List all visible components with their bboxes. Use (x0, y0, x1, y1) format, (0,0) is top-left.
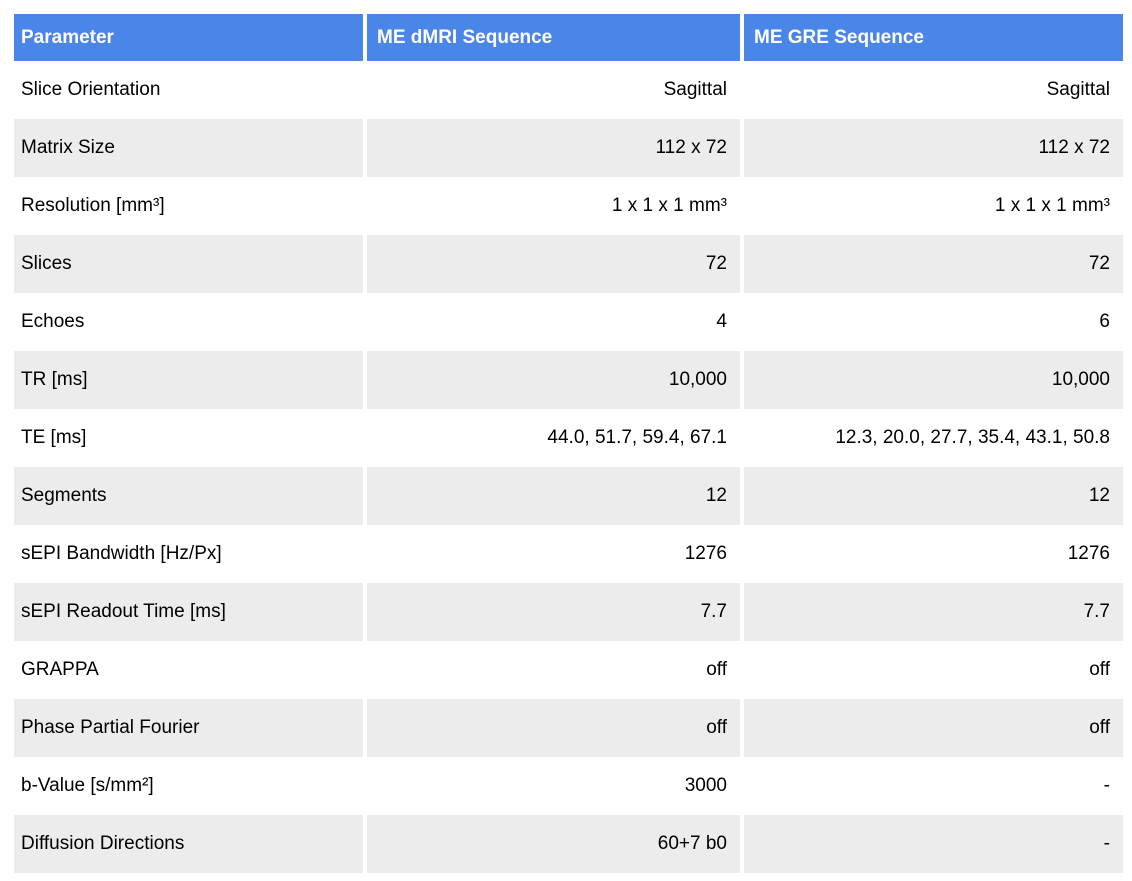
parameter-name-cell: GRAPPA (14, 641, 363, 699)
table-row: Phase Partial Fourier off off (14, 699, 1123, 757)
parameter-name-cell: TE [ms] (14, 409, 363, 467)
gre-value-cell: 112 x 72 (740, 119, 1123, 177)
gre-value-cell: 12.3, 20.0, 27.7, 35.4, 43.1, 50.8 (740, 409, 1123, 467)
table-row: GRAPPA off off (14, 641, 1123, 699)
table-row: sEPI Readout Time [ms] 7.7 7.7 (14, 583, 1123, 641)
gre-value-cell: Sagittal (740, 61, 1123, 119)
column-header-me-dmri-sequence: ME dMRI Sequence (363, 14, 740, 61)
parameter-name-cell: Phase Partial Fourier (14, 699, 363, 757)
gre-value-cell: 1276 (740, 525, 1123, 583)
table-header: Parameter ME dMRI Sequence ME GRE Sequen… (14, 14, 1123, 61)
dmri-value-cell: 7.7 (363, 583, 740, 641)
dmri-value-cell: off (363, 641, 740, 699)
gre-value-cell: 72 (740, 235, 1123, 293)
table-row: Segments 12 12 (14, 467, 1123, 525)
parameter-name-cell: sEPI Bandwidth [Hz/Px] (14, 525, 363, 583)
parameter-name-cell: Slices (14, 235, 363, 293)
gre-value-cell: 6 (740, 293, 1123, 351)
column-header-me-gre-sequence: ME GRE Sequence (740, 14, 1123, 61)
parameter-name-cell: sEPI Readout Time [ms] (14, 583, 363, 641)
dmri-value-cell: 1276 (363, 525, 740, 583)
table-row: Slice Orientation Sagittal Sagittal (14, 61, 1123, 119)
dmri-value-cell: 10,000 (363, 351, 740, 409)
gre-value-cell: 1 x 1 x 1 mm³ (740, 177, 1123, 235)
gre-value-cell: off (740, 699, 1123, 757)
parameter-name-cell: Segments (14, 467, 363, 525)
gre-value-cell: 12 (740, 467, 1123, 525)
column-header-parameter: Parameter (14, 14, 363, 61)
dmri-value-cell: 44.0, 51.7, 59.4, 67.1 (363, 409, 740, 467)
dmri-value-cell: 4 (363, 293, 740, 351)
table-row: TR [ms] 10,000 10,000 (14, 351, 1123, 409)
table-row: b-Value [s/mm²] 3000 - (14, 757, 1123, 815)
parameter-name-cell: Slice Orientation (14, 61, 363, 119)
parameter-name-cell: Diffusion Directions (14, 815, 363, 873)
gre-value-cell: off (740, 641, 1123, 699)
table-row: Diffusion Directions 60+7 b0 - (14, 815, 1123, 873)
table-row: Resolution [mm³] 1 x 1 x 1 mm³ 1 x 1 x 1… (14, 177, 1123, 235)
dmri-value-cell: 12 (363, 467, 740, 525)
dmri-value-cell: 1 x 1 x 1 mm³ (363, 177, 740, 235)
dmri-value-cell: 3000 (363, 757, 740, 815)
dmri-value-cell: Sagittal (363, 61, 740, 119)
dmri-value-cell: 72 (363, 235, 740, 293)
parameter-name-cell: Resolution [mm³] (14, 177, 363, 235)
parameter-name-cell: Matrix Size (14, 119, 363, 177)
mri-parameters-table: Parameter ME dMRI Sequence ME GRE Sequen… (14, 14, 1123, 873)
dmri-value-cell: 60+7 b0 (363, 815, 740, 873)
gre-value-cell: - (740, 815, 1123, 873)
table-row: Slices 72 72 (14, 235, 1123, 293)
header-row: Parameter ME dMRI Sequence ME GRE Sequen… (14, 14, 1123, 61)
dmri-value-cell: 112 x 72 (363, 119, 740, 177)
dmri-value-cell: off (363, 699, 740, 757)
gre-value-cell: 7.7 (740, 583, 1123, 641)
table-row: Echoes 4 6 (14, 293, 1123, 351)
table-body: Slice Orientation Sagittal Sagittal Matr… (14, 61, 1123, 873)
parameter-name-cell: Echoes (14, 293, 363, 351)
table-row: TE [ms] 44.0, 51.7, 59.4, 67.1 12.3, 20.… (14, 409, 1123, 467)
gre-value-cell: - (740, 757, 1123, 815)
table-row: Matrix Size 112 x 72 112 x 72 (14, 119, 1123, 177)
gre-value-cell: 10,000 (740, 351, 1123, 409)
parameter-name-cell: b-Value [s/mm²] (14, 757, 363, 815)
parameter-name-cell: TR [ms] (14, 351, 363, 409)
table-row: sEPI Bandwidth [Hz/Px] 1276 1276 (14, 525, 1123, 583)
